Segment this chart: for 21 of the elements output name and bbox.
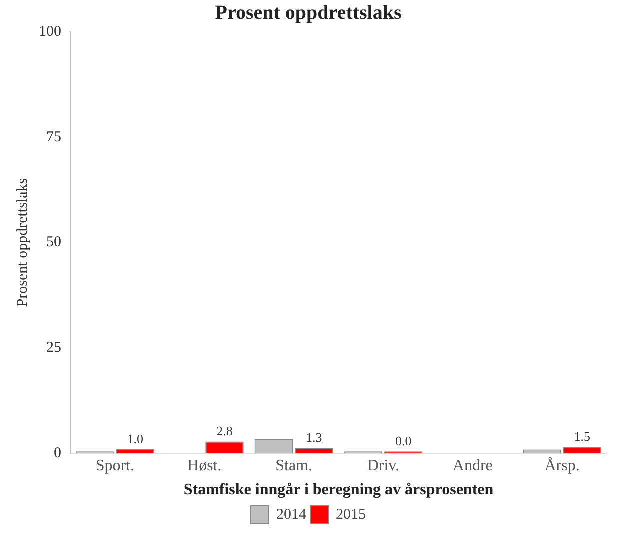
x-tick-label: Andre (452, 457, 493, 474)
data-label: 1.5 (574, 429, 591, 444)
legend-label: 2015 (336, 506, 366, 523)
x-tick-label: Driv. (367, 457, 400, 474)
x-tick-label: Høst. (188, 457, 222, 474)
y-tick-label: 0 (54, 446, 62, 462)
x-tick-label: Stam. (276, 457, 312, 474)
data-label: 2.8 (216, 424, 233, 439)
legend-label: 2014 (276, 506, 307, 523)
x-tick-label: Sport. (96, 457, 135, 474)
data-label: 1.3 (306, 430, 322, 446)
y-tick-label: 75 (46, 129, 62, 146)
data-label: 1.0 (127, 431, 144, 446)
y-axis-title: Prosent oppdrettslaks (14, 178, 31, 308)
data-label: 0.0 (395, 434, 412, 449)
chart-title: Prosent oppdrettslaks (215, 2, 402, 24)
y-tick-label: 50 (46, 234, 62, 251)
x-axis-title: Stamfiske inngår i beregning av årsprosenten (184, 482, 494, 499)
x-tick-label: Årsp. (544, 456, 580, 474)
y-tick-label: 25 (46, 340, 62, 356)
y-tick-label: 100 (39, 24, 62, 40)
